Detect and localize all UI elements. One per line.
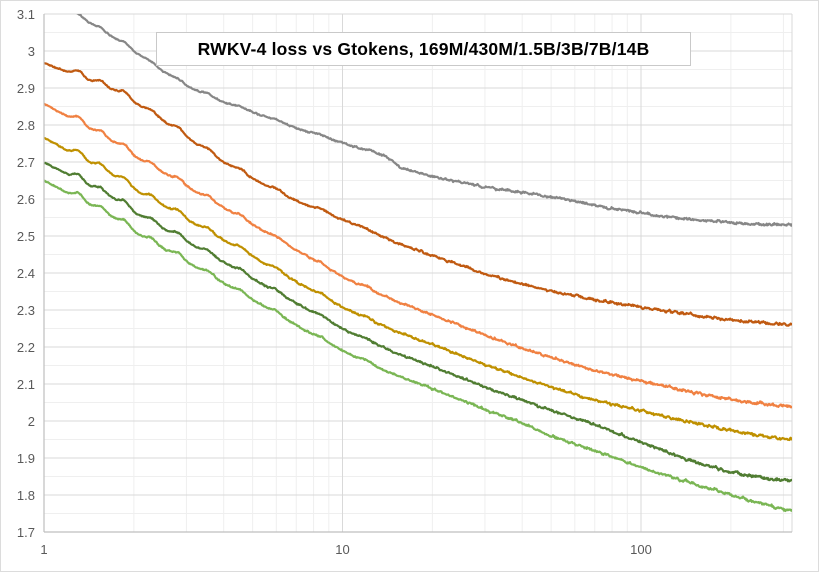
y-tick-label-3.1: 3.1 [16, 6, 35, 22]
series-7b-line [44, 161, 792, 483]
y-tick-label-2.9: 2.9 [16, 80, 35, 96]
x-tick-label-1: 1 [40, 542, 48, 557]
series-1.5b-line [44, 102, 792, 409]
series-3b-line [44, 136, 792, 442]
y-tick-label-1.7: 1.7 [16, 524, 35, 540]
y-tick-label-2: 2 [27, 413, 35, 429]
series-169m-line [76, 14, 792, 227]
y-tick-label-1.8: 1.8 [16, 487, 35, 503]
y-tick-label-2.5: 2.5 [16, 228, 35, 244]
x-tick-label-10: 10 [335, 542, 350, 557]
series-lines [44, 14, 792, 513]
x-tick-label-100: 100 [630, 542, 652, 557]
y-tick-label-2.4: 2.4 [16, 265, 35, 281]
major-gridlines [44, 13, 793, 532]
y-tick-label-2.8: 2.8 [16, 117, 35, 133]
y-tick-label-2.6: 2.6 [16, 191, 35, 207]
y-tick-label-2.2: 2.2 [16, 339, 35, 355]
series-14b-line [44, 179, 792, 513]
y-tick-label-1.9: 1.9 [16, 450, 35, 466]
y-tick-label-2.3: 2.3 [16, 302, 35, 318]
axis-lines [43, 14, 792, 533]
chart-title: RWKV-4 loss vs Gtokens, 169M/430M/1.5B/3… [197, 38, 650, 59]
chart-title-box: RWKV-4 loss vs Gtokens, 169M/430M/1.5B/3… [156, 32, 691, 66]
y-tick-label-2.7: 2.7 [16, 154, 35, 170]
series-430m-line [44, 62, 792, 327]
y-tick-label-2.1: 2.1 [16, 376, 35, 392]
y-tick-label-3: 3 [27, 43, 35, 59]
